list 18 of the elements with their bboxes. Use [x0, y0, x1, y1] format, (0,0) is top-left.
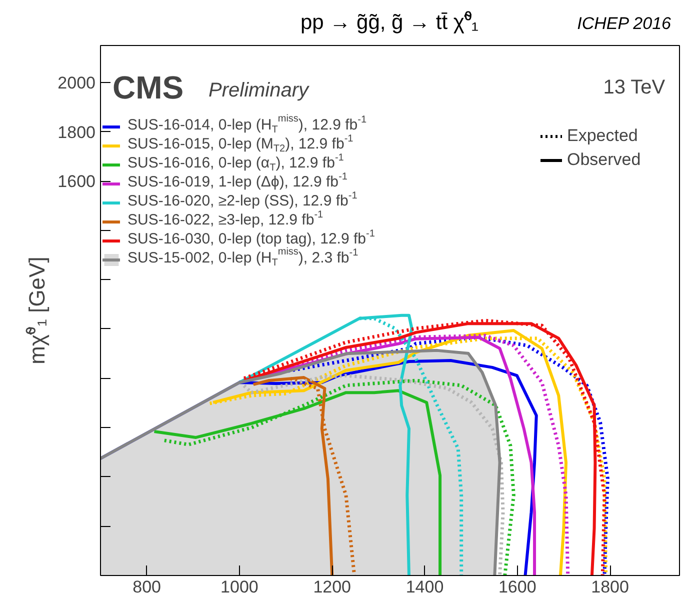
x-tick-label: 1400	[406, 578, 444, 596]
chart-title: pp → g̃g̃, g̃ → tt̄ χ̃⁰₁	[300, 11, 478, 34]
x-tick-label: 800	[132, 578, 162, 596]
y-tick-label: 2000	[58, 73, 96, 92]
annotation: 13 TeV	[603, 76, 666, 98]
annotation: CMS	[112, 70, 184, 106]
x-tick-label: 1600	[498, 578, 536, 596]
x-tick-label: 1200	[313, 578, 352, 596]
x-tick-label: 1000	[220, 578, 258, 596]
y-tick-label: 1600	[58, 172, 96, 192]
line-series	[242, 374, 505, 576]
annotation: Preliminary	[208, 80, 310, 102]
y-axis-title: mχ̃⁰₁ [GeV]	[24, 256, 50, 364]
text: ICHEP 2016	[577, 13, 671, 35]
annotation: Expected	[567, 126, 638, 146]
y-tick-label: 1800	[58, 122, 96, 142]
annotation: Observed	[567, 150, 641, 170]
x-tick-label: 1800	[591, 578, 629, 596]
